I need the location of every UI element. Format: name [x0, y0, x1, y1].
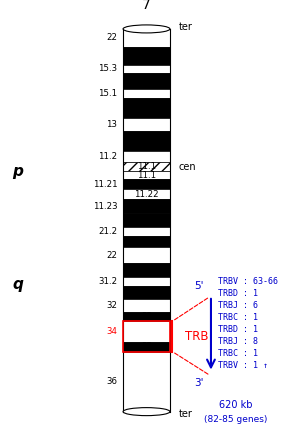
Text: 11.1: 11.1 [137, 162, 156, 171]
Bar [123, 299, 170, 312]
Text: 22: 22 [106, 251, 117, 260]
Text: 15.3: 15.3 [98, 65, 117, 73]
Text: TRBJ : 6: TRBJ : 6 [218, 301, 258, 310]
Bar [123, 227, 170, 236]
Text: TRBD : 1: TRBD : 1 [218, 289, 258, 298]
Bar [123, 98, 170, 118]
Text: ter: ter [179, 22, 193, 32]
Text: TRBJ : 8: TRBJ : 8 [218, 337, 258, 346]
Text: 21.3: 21.3 [137, 237, 156, 246]
Bar [123, 342, 170, 352]
Text: q: q [12, 277, 23, 292]
Bar [123, 321, 170, 342]
Text: 31.1: 31.1 [137, 266, 156, 275]
Bar [123, 263, 170, 277]
Text: TRBV : 63-66: TRBV : 63-66 [218, 277, 278, 286]
Text: TRBD : 1: TRBD : 1 [218, 325, 258, 334]
Text: 32: 32 [106, 301, 117, 310]
Text: TRBC : 1: TRBC : 1 [218, 313, 258, 322]
Bar [123, 131, 170, 151]
Text: 11.1: 11.1 [137, 171, 156, 180]
Text: 21.1: 21.1 [137, 215, 156, 224]
Bar [123, 321, 170, 352]
Bar [123, 199, 170, 213]
Text: 11.22: 11.22 [134, 190, 159, 199]
Text: 3': 3' [194, 378, 204, 388]
Bar [123, 118, 170, 131]
Bar [123, 171, 170, 179]
Bar [123, 89, 170, 98]
Bar [123, 151, 170, 162]
Text: 11.21: 11.21 [93, 180, 117, 189]
Bar [123, 47, 170, 65]
Text: cen: cen [179, 162, 196, 172]
Text: (82-85 genes): (82-85 genes) [204, 415, 268, 424]
Bar [123, 162, 170, 171]
Text: 7: 7 [142, 0, 151, 12]
Text: 21: 21 [141, 51, 152, 60]
Bar [123, 65, 170, 73]
Bar [123, 286, 170, 299]
Text: 31.3: 31.3 [137, 288, 156, 297]
Text: 35: 35 [141, 342, 152, 351]
Ellipse shape [123, 25, 170, 33]
Text: ter: ter [179, 409, 193, 419]
Text: 12: 12 [141, 137, 152, 146]
Text: p: p [12, 164, 23, 179]
Text: 31.2: 31.2 [98, 277, 117, 286]
Text: 620 kb: 620 kb [219, 400, 253, 410]
Text: 11.23: 11.23 [93, 202, 117, 210]
Text: 11.2: 11.2 [98, 152, 117, 162]
Text: 15.2: 15.2 [137, 77, 156, 86]
Bar [123, 213, 170, 227]
Text: 15.1: 15.1 [98, 89, 117, 98]
Text: 21.2: 21.2 [98, 227, 117, 236]
Text: 22: 22 [106, 33, 117, 42]
Bar [123, 73, 170, 89]
Text: TRB: TRB [185, 330, 208, 343]
Bar [123, 29, 170, 47]
Bar [123, 236, 170, 247]
Text: 34: 34 [106, 327, 117, 336]
Text: 36: 36 [106, 377, 117, 386]
Text: TRBC : 1: TRBC : 1 [218, 349, 258, 358]
Bar [123, 312, 170, 321]
Bar [123, 247, 170, 263]
Text: 5': 5' [194, 281, 204, 291]
Ellipse shape [123, 408, 170, 416]
Bar [123, 277, 170, 286]
Bar [123, 352, 170, 412]
Text: 14: 14 [140, 103, 153, 113]
Bar [123, 179, 170, 189]
Text: TRBV : 1 ↑: TRBV : 1 ↑ [218, 361, 268, 370]
Text: 13: 13 [106, 120, 117, 129]
Text: 33: 33 [141, 312, 152, 321]
Bar [123, 189, 170, 199]
